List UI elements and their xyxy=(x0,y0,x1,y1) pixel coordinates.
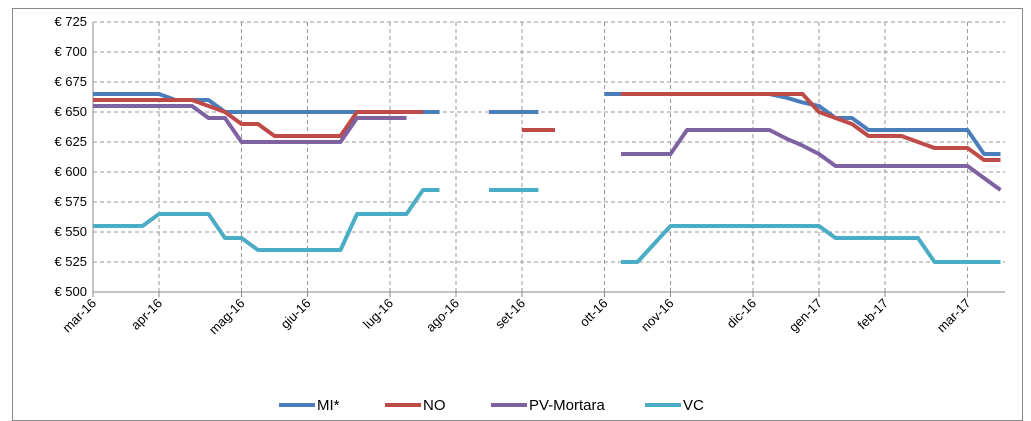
y-tick-label: € 600 xyxy=(54,164,87,179)
y-tick-label: € 550 xyxy=(54,224,87,239)
legend-label: NO xyxy=(423,397,446,414)
y-tick-label: € 575 xyxy=(54,194,87,209)
y-tick-label: € 700 xyxy=(54,44,87,59)
y-tick-label: € 675 xyxy=(54,74,87,89)
y-tick-label: € 725 xyxy=(54,14,87,29)
series-line xyxy=(93,188,1001,264)
series-line xyxy=(93,104,1002,192)
y-tick-label: € 625 xyxy=(54,134,87,149)
legend-label: PV-Mortara xyxy=(529,397,606,414)
y-tick-label: € 500 xyxy=(54,284,87,299)
series-line xyxy=(93,92,1001,162)
y-tick-label: € 650 xyxy=(54,104,87,119)
legend-label: MI* xyxy=(317,397,340,414)
y-tick-label: € 525 xyxy=(54,254,87,269)
legend-label: VC xyxy=(683,397,704,414)
